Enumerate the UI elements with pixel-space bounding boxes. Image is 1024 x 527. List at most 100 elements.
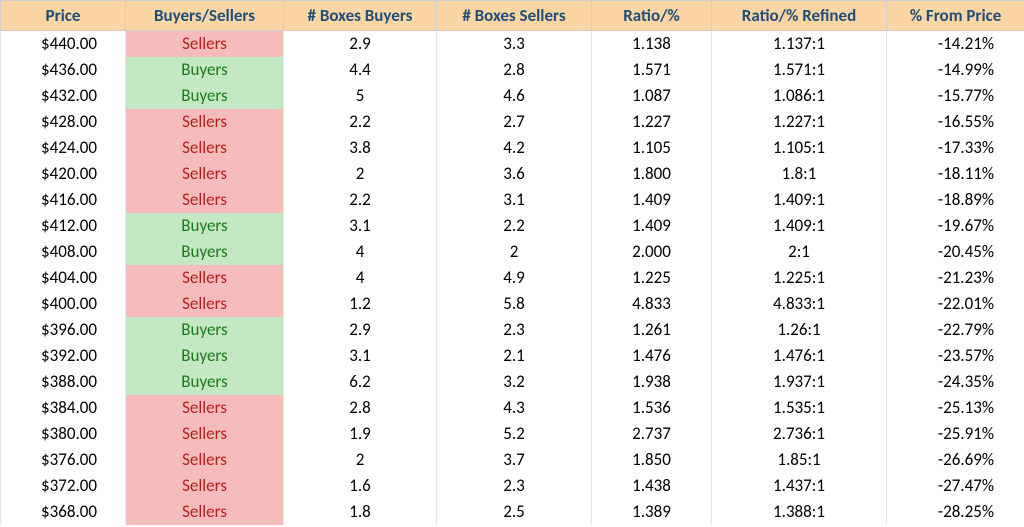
- table-row: $368.00Sellers1.82.51.3891.388:1-28.25%: [1, 499, 1024, 525]
- cell-ratio-refined: 1.388:1: [712, 499, 887, 525]
- cell-price: $372.00: [1, 473, 126, 499]
- cell-price: $412.00: [1, 213, 126, 239]
- table-row: $404.00Sellers44.91.2251.225:1-21.23%: [1, 265, 1024, 291]
- cell-buyers-sellers: Sellers: [126, 135, 284, 161]
- cell-buyers-sellers: Buyers: [126, 213, 284, 239]
- table-row: $428.00Sellers2.22.71.2271.227:1-16.55%: [1, 109, 1024, 135]
- col-ratio: Ratio/%: [592, 1, 712, 31]
- cell-boxes-sellers: 2.1: [437, 343, 592, 369]
- cell-ratio: 2.737: [592, 421, 712, 447]
- cell-ratio: 1.476: [592, 343, 712, 369]
- cell-price: $384.00: [1, 395, 126, 421]
- cell-buyers-sellers: Sellers: [126, 421, 284, 447]
- cell-ratio-refined: 4.833:1: [712, 291, 887, 317]
- cell-boxes-sellers: 4.2: [437, 135, 592, 161]
- cell-ratio-refined: 1.535:1: [712, 395, 887, 421]
- cell-pct-from-price: -20.45%: [887, 239, 1024, 265]
- table-row: $396.00Buyers2.92.31.2611.26:1-22.79%: [1, 317, 1024, 343]
- table-row: $420.00Sellers23.61.8001.8:1-18.11%: [1, 161, 1024, 187]
- cell-ratio: 1.938: [592, 369, 712, 395]
- cell-pct-from-price: -28.25%: [887, 499, 1024, 525]
- cell-ratio: 1.571: [592, 57, 712, 83]
- cell-ratio: 1.261: [592, 317, 712, 343]
- cell-price: $428.00: [1, 109, 126, 135]
- cell-ratio-refined: 2:1: [712, 239, 887, 265]
- table-row: $384.00Sellers2.84.31.5361.535:1-25.13%: [1, 395, 1024, 421]
- cell-boxes-buyers: 4.4: [284, 57, 437, 83]
- cell-ratio: 1.850: [592, 447, 712, 473]
- cell-boxes-sellers: 3.6: [437, 161, 592, 187]
- cell-price: $380.00: [1, 421, 126, 447]
- cell-buyers-sellers: Sellers: [126, 447, 284, 473]
- cell-ratio: 1.087: [592, 83, 712, 109]
- cell-boxes-buyers: 2.9: [284, 31, 437, 57]
- col-buyers-sellers: Buyers/Sellers: [126, 1, 284, 31]
- cell-boxes-buyers: 3.8: [284, 135, 437, 161]
- cell-boxes-sellers: 3.2: [437, 369, 592, 395]
- cell-boxes-buyers: 4: [284, 265, 437, 291]
- cell-ratio: 1.227: [592, 109, 712, 135]
- cell-pct-from-price: -18.11%: [887, 161, 1024, 187]
- cell-buyers-sellers: Buyers: [126, 317, 284, 343]
- cell-ratio-refined: 1.409:1: [712, 187, 887, 213]
- cell-ratio-refined: 1.105:1: [712, 135, 887, 161]
- cell-ratio-refined: 1.937:1: [712, 369, 887, 395]
- col-price: Price: [1, 1, 126, 31]
- cell-pct-from-price: -25.13%: [887, 395, 1024, 421]
- cell-boxes-buyers: 6.2: [284, 369, 437, 395]
- table-row: $372.00Sellers1.62.31.4381.437:1-27.47%: [1, 473, 1024, 499]
- cell-buyers-sellers: Buyers: [126, 83, 284, 109]
- cell-ratio-refined: 1.225:1: [712, 265, 887, 291]
- cell-buyers-sellers: Sellers: [126, 473, 284, 499]
- cell-ratio-refined: 1.85:1: [712, 447, 887, 473]
- cell-buyers-sellers: Sellers: [126, 161, 284, 187]
- cell-boxes-sellers: 2.2: [437, 213, 592, 239]
- cell-boxes-sellers: 4.3: [437, 395, 592, 421]
- cell-boxes-buyers: 5: [284, 83, 437, 109]
- table-row: $388.00Buyers6.23.21.9381.937:1-24.35%: [1, 369, 1024, 395]
- table-row: $432.00Buyers54.61.0871.086:1-15.77%: [1, 83, 1024, 109]
- cell-ratio: 1.225: [592, 265, 712, 291]
- cell-buyers-sellers: Sellers: [126, 31, 284, 57]
- cell-buyers-sellers: Sellers: [126, 265, 284, 291]
- col-pct-from-price: % From Price: [887, 1, 1024, 31]
- cell-pct-from-price: -21.23%: [887, 265, 1024, 291]
- table-row: $380.00Sellers1.95.22.7372.736:1-25.91%: [1, 421, 1024, 447]
- cell-ratio-refined: 1.476:1: [712, 343, 887, 369]
- cell-boxes-buyers: 1.8: [284, 499, 437, 525]
- cell-boxes-buyers: 2: [284, 447, 437, 473]
- table-row: $376.00Sellers23.71.8501.85:1-26.69%: [1, 447, 1024, 473]
- cell-ratio: 4.833: [592, 291, 712, 317]
- cell-ratio-refined: 1.086:1: [712, 83, 887, 109]
- cell-price: $436.00: [1, 57, 126, 83]
- table-row: $440.00Sellers2.93.31.1381.137:1-14.21%: [1, 31, 1024, 57]
- cell-ratio-refined: 1.137:1: [712, 31, 887, 57]
- cell-buyers-sellers: Buyers: [126, 343, 284, 369]
- cell-pct-from-price: -17.33%: [887, 135, 1024, 161]
- price-ratio-table: Price Buyers/Sellers # Boxes Buyers # Bo…: [0, 0, 1024, 525]
- cell-boxes-sellers: 2.5: [437, 499, 592, 525]
- cell-price: $420.00: [1, 161, 126, 187]
- cell-buyers-sellers: Sellers: [126, 499, 284, 525]
- cell-ratio: 1.800: [592, 161, 712, 187]
- cell-pct-from-price: -23.57%: [887, 343, 1024, 369]
- table-row: $392.00Buyers3.12.11.4761.476:1-23.57%: [1, 343, 1024, 369]
- cell-price: $388.00: [1, 369, 126, 395]
- table-body: $440.00Sellers2.93.31.1381.137:1-14.21%$…: [1, 31, 1024, 525]
- cell-pct-from-price: -22.79%: [887, 317, 1024, 343]
- cell-boxes-buyers: 2.9: [284, 317, 437, 343]
- cell-buyers-sellers: Buyers: [126, 369, 284, 395]
- cell-pct-from-price: -14.21%: [887, 31, 1024, 57]
- cell-ratio: 2.000: [592, 239, 712, 265]
- cell-boxes-buyers: 1.9: [284, 421, 437, 447]
- cell-boxes-sellers: 3.1: [437, 187, 592, 213]
- cell-boxes-sellers: 4.6: [437, 83, 592, 109]
- cell-price: $416.00: [1, 187, 126, 213]
- cell-price: $408.00: [1, 239, 126, 265]
- cell-ratio: 1.138: [592, 31, 712, 57]
- cell-ratio: 1.409: [592, 213, 712, 239]
- cell-pct-from-price: -24.35%: [887, 369, 1024, 395]
- cell-price: $404.00: [1, 265, 126, 291]
- table-row: $412.00Buyers3.12.21.4091.409:1-19.67%: [1, 213, 1024, 239]
- cell-buyers-sellers: Buyers: [126, 239, 284, 265]
